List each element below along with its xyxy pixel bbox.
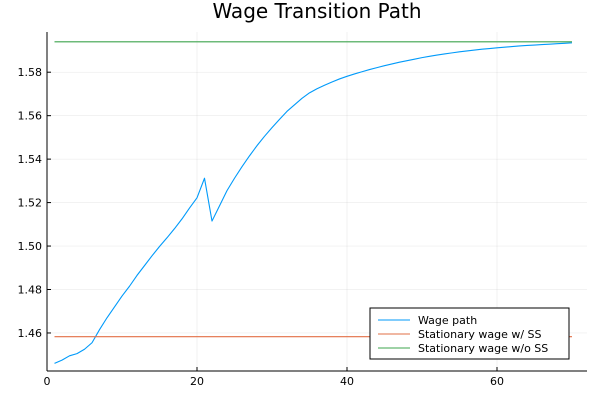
legend-label-2: Stationary wage w/ SS xyxy=(418,328,542,341)
legend-label-1: Wage path xyxy=(418,314,477,327)
y-tick-label: 1.58 xyxy=(18,66,43,79)
x-tick-label: 60 xyxy=(490,375,504,388)
grid xyxy=(46,32,587,371)
y-tick-label: 1.56 xyxy=(18,110,43,123)
y-tick-label: 1.52 xyxy=(18,197,43,210)
chart-title: Wage Transition Path xyxy=(212,0,421,23)
x-tick-label: 40 xyxy=(340,375,354,388)
x-tick-label: 0 xyxy=(44,375,51,388)
y-tick-label: 1.54 xyxy=(18,153,43,166)
axes: 0 20 40 60 1.46 1.48 1.50 1.52 1.54 1.56 1.58 xyxy=(18,32,587,388)
series-line-1 xyxy=(54,42,573,364)
legend-label-3: Stationary wage w/o SS xyxy=(418,342,548,355)
y-tick-label: 1.50 xyxy=(18,240,43,253)
y-tick-label: 1.48 xyxy=(18,284,43,297)
y-tick-label: 1.46 xyxy=(18,327,43,340)
x-tick-label: 20 xyxy=(190,375,204,388)
